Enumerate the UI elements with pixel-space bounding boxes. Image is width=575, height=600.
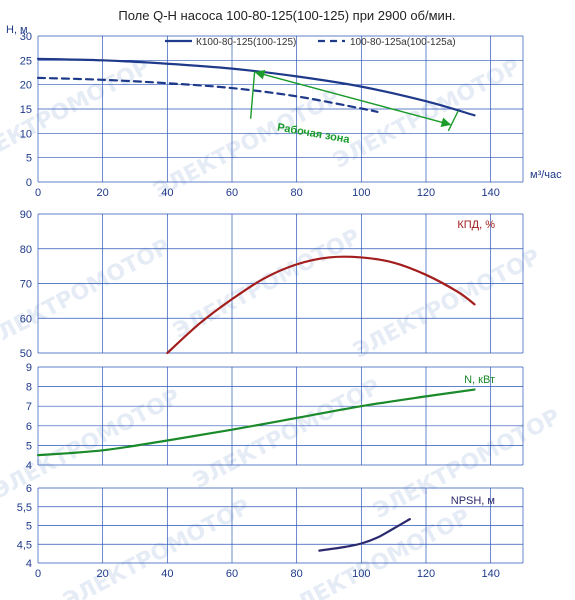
y-tick-label: 50 xyxy=(20,348,32,360)
x-tick-label: 120 xyxy=(417,568,435,580)
x-tick-label: 40 xyxy=(161,568,173,580)
y-tick-label: 5 xyxy=(26,521,32,533)
x-tick-label: 140 xyxy=(481,568,499,580)
watermark-text: ЭЛЕКТРОМОТОР xyxy=(59,494,254,600)
y-tick-label: 25 xyxy=(20,55,32,67)
x-axis-label: м³/час xyxy=(530,169,562,181)
y-tick-label: 20 xyxy=(20,80,32,92)
y-axis-label: H, м xyxy=(6,24,28,36)
x-tick-label: 100 xyxy=(352,187,370,199)
zone-label: Рабочая зона xyxy=(276,122,351,147)
y-tick-label: 6 xyxy=(26,421,32,433)
legend-entry-alt: 100-80-125а(100-125а) xyxy=(350,37,456,48)
panel-label-npsh: NPSH, м xyxy=(451,495,495,507)
legend-entry-main: К100-80-125(100-125) xyxy=(196,37,296,48)
watermark-text: ЭЛЕКТРОМОТОР xyxy=(169,224,364,344)
x-tick-label: 120 xyxy=(417,187,435,199)
x-tick-label: 80 xyxy=(291,568,303,580)
y-tick-label: 8 xyxy=(26,382,32,394)
zone-bound-right xyxy=(447,110,459,132)
y-tick-label: 80 xyxy=(20,244,32,256)
x-tick-label: 80 xyxy=(291,187,303,199)
x-tick-label: 20 xyxy=(97,187,109,199)
x-tick-label: 40 xyxy=(161,187,173,199)
x-tick-label: 140 xyxy=(481,187,499,199)
y-tick-label: 5,5 xyxy=(17,502,32,514)
y-tick-label: 90 xyxy=(20,209,32,221)
series-line-power-0 xyxy=(36,388,476,457)
y-tick-label: 10 xyxy=(20,128,32,140)
y-tick-label: 30 xyxy=(20,31,32,43)
y-tick-label: 15 xyxy=(20,104,32,116)
chart-legend: К100-80-125(100-125) 100-80-125а(100-125а… xyxy=(165,37,456,48)
panel-label-power: N, кВт xyxy=(464,374,495,386)
watermark-text: ЭЛЕКТРОМОТОР xyxy=(279,504,474,600)
y-tick-label: 4 xyxy=(26,460,32,472)
y-tick-label: 60 xyxy=(20,313,32,325)
panel-head: 0 5 10 15 20 25 30 0 20 40 60 80 100 120 140 м³/час H, м… xyxy=(6,24,562,199)
y-tick-label: 7 xyxy=(26,401,32,413)
panel-label-efficiency: КПД, % xyxy=(457,219,495,231)
y-tick-label: 4,5 xyxy=(17,539,32,551)
x-tick-label: 20 xyxy=(97,568,109,580)
x-tick-label: 0 xyxy=(35,187,41,199)
y-tick-label: 9 xyxy=(26,362,32,374)
panel-efficiency: 50 60 70 80 90 КПД, % xyxy=(20,209,524,360)
watermark-text: ЭЛЕКТРОМОТОР xyxy=(149,84,344,204)
y-tick-label: 4 xyxy=(26,558,32,570)
watermark-layer: ЭЛЕКТРОМОТОРЭЛЕКТРОМОТОРЭЛЕКТРОМОТОРЭЛЕК… xyxy=(0,54,565,600)
y-tick-label: 5 xyxy=(26,153,32,165)
watermark-text: ЭЛЕКТРОМОТОР xyxy=(189,374,384,494)
x-tick-label: 60 xyxy=(226,568,238,580)
chart-title: Поле Q-H насоса 100-80-125(100-125) при … xyxy=(118,8,455,23)
watermark-text: ЭЛЕКТРОМОТОР xyxy=(349,244,544,364)
x-tick-label: 100 xyxy=(352,568,370,580)
watermark-text: ЭЛЕКТРОМОТОР xyxy=(329,54,524,174)
x-tick-label: 60 xyxy=(226,187,238,199)
y-tick-label: 70 xyxy=(20,279,32,291)
y-tick-label: 5 xyxy=(26,440,32,452)
series-line-efficiency-0 xyxy=(166,255,476,355)
zone-arrow xyxy=(254,69,452,128)
y-tick-label: 6 xyxy=(26,483,32,495)
zone-bound-left xyxy=(249,71,256,119)
panel-power: 4 5 6 7 8 9 N, кВт xyxy=(26,362,524,472)
y-tick-label: 0 xyxy=(26,177,32,189)
x-tick-label: 0 xyxy=(35,568,41,580)
series-line-npsh-0 xyxy=(318,518,411,552)
